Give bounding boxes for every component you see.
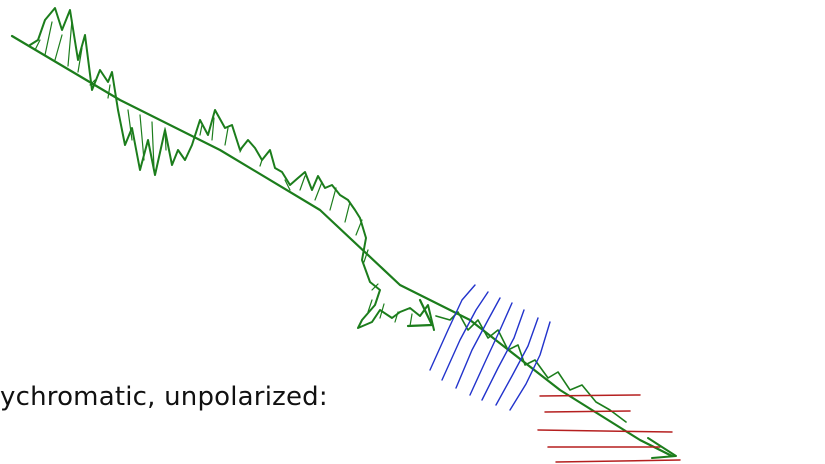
red-lines	[537, 394, 681, 463]
propagation-axis	[10, 34, 674, 458]
end-arrow-icon	[647, 437, 677, 459]
polarizer-lines-icon	[429, 284, 551, 411]
caption-text: ychromatic, unpolarized:	[0, 382, 328, 412]
wave-hatching	[34, 19, 413, 327]
chromatic-wave	[29, 7, 435, 331]
wave-arrow-icon	[406, 298, 434, 328]
